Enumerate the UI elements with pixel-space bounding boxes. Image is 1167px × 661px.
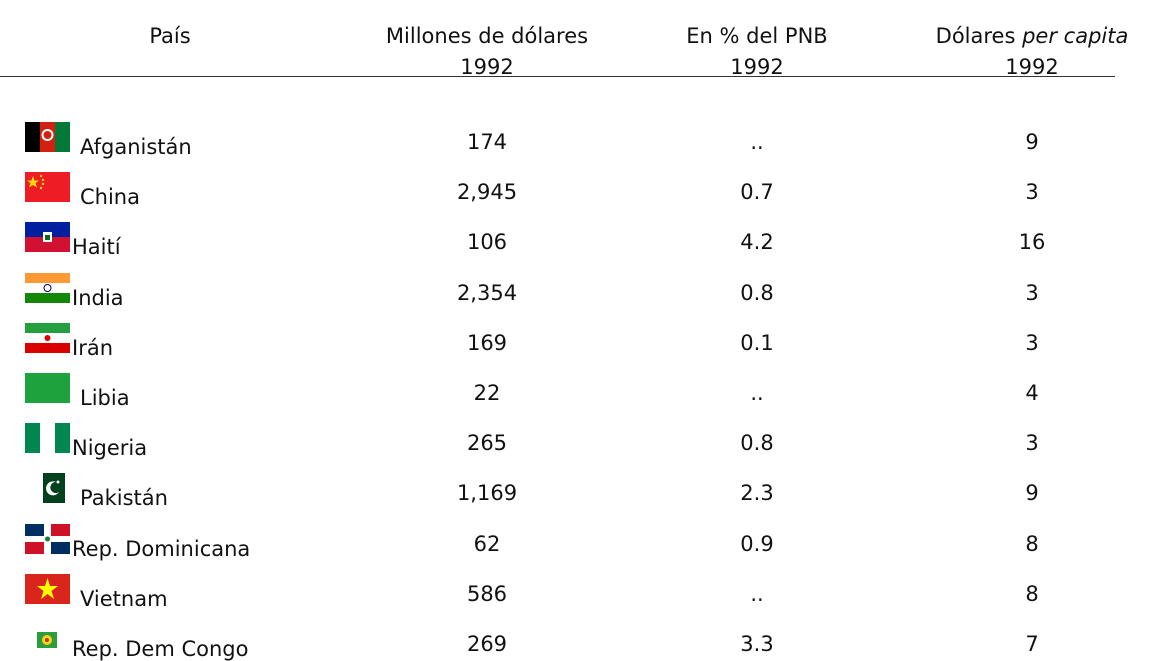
flag-icon (25, 423, 70, 454)
cell-value: .. (750, 130, 764, 154)
flag-icon (25, 322, 70, 353)
country-name: Rep. Dominicana (72, 536, 251, 561)
header-year: 1992 (1005, 55, 1059, 79)
column-header: En % del PNB (686, 24, 827, 48)
country-name: Haití (72, 235, 121, 260)
country-name: Libia (80, 386, 130, 410)
cell-value: 2,354 (456, 280, 518, 305)
header-year: 1992 (730, 55, 784, 79)
header-year: 1992 (460, 55, 514, 79)
cell-value: 22 (473, 381, 501, 405)
cell-value: 269 (466, 632, 508, 656)
cell-value: 62 (473, 531, 501, 556)
cell-value: 3.3 (740, 632, 774, 656)
flag-icon (35, 473, 65, 504)
cell-value: 265 (466, 431, 508, 456)
cell-value: 0.7 (740, 180, 774, 205)
flag-icon (25, 222, 70, 253)
cell-value: 169 (466, 330, 508, 355)
cell-value: 3 (1025, 431, 1039, 456)
cell-value: 4 (1025, 381, 1039, 405)
flag-icon (25, 272, 70, 303)
cell-value: 4.2 (740, 230, 774, 255)
country-name: Vietnam (80, 586, 168, 611)
cell-value: 2.3 (740, 481, 774, 506)
cell-value: 8 (1025, 581, 1039, 606)
column-header: País (149, 24, 190, 48)
header-rule (0, 76, 1115, 77)
country-name: China (80, 185, 140, 210)
flag-icon (37, 632, 57, 648)
cell-value: 9 (1025, 481, 1039, 506)
flag-icon (25, 573, 70, 604)
cell-value: 0.1 (740, 330, 774, 355)
cell-value: 3 (1025, 330, 1039, 355)
cell-value: 2,945 (456, 180, 518, 205)
flag-icon (25, 373, 70, 403)
cell-value: 8 (1025, 531, 1039, 556)
header-title-italic: per capita (1022, 24, 1129, 48)
cell-value: 586 (466, 581, 508, 606)
header-title: País (149, 24, 191, 48)
country-name: Pakistán (80, 486, 168, 511)
column-header: Dólares per capita (936, 24, 1129, 48)
cell-value: 0.8 (740, 431, 774, 456)
cell-value: 3 (1025, 280, 1039, 305)
cell-value: 9 (1025, 130, 1039, 154)
cell-value: .. (750, 381, 764, 405)
flag-icon (25, 122, 70, 152)
country-name: Afganistán (80, 135, 192, 159)
cell-value: 1,169 (456, 481, 518, 506)
cell-value: 16 (1018, 230, 1046, 255)
country-name: Irán (72, 335, 114, 360)
flag-icon (25, 523, 70, 554)
header-title: En % del PNB (686, 24, 828, 48)
cell-value: 3 (1025, 180, 1039, 205)
cell-value: .. (750, 581, 764, 606)
cell-value: 7 (1025, 632, 1039, 656)
cell-value: 174 (466, 130, 508, 154)
country-name: Nigeria (72, 436, 148, 461)
header-title: Dólares (935, 24, 1016, 48)
header-title: Millones de dólares (385, 24, 589, 48)
country-name: India (72, 285, 124, 310)
flag-icon (25, 172, 70, 203)
cell-value: 0.9 (740, 531, 774, 556)
cell-value: 0.8 (740, 280, 774, 305)
column-header: Millones de dólares (386, 24, 588, 48)
country-name: Rep. Dem Congo (72, 637, 249, 661)
cell-value: 106 (466, 230, 508, 255)
